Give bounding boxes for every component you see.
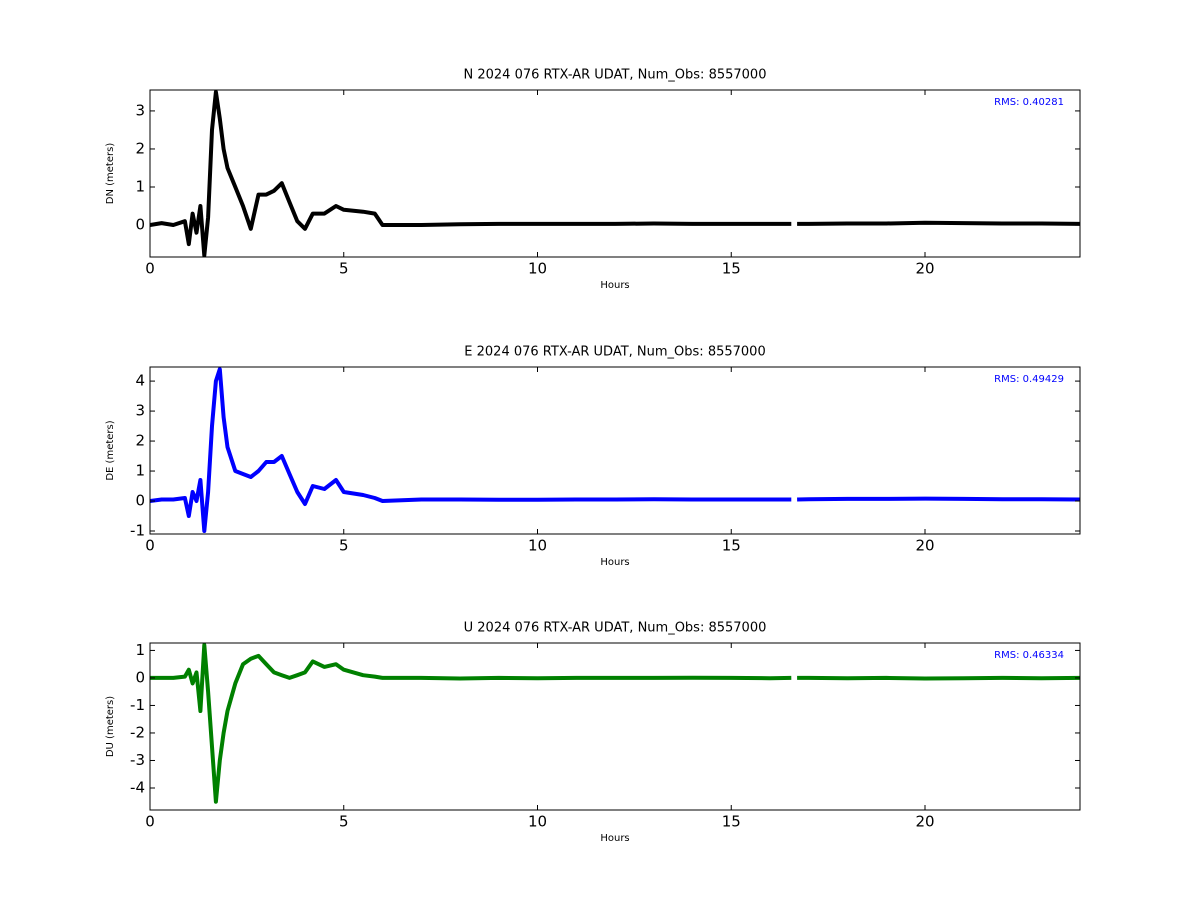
subplot-title: E 2024 076 RTX-AR UDAT, Num_Obs: 8557000 [464, 345, 765, 360]
x-tick-label: 5 [339, 537, 349, 555]
x-tick-label: 20 [915, 537, 934, 555]
y-tick-label: 2 [135, 432, 145, 450]
x-tick-label: 10 [528, 813, 547, 831]
y-tick-label: 1 [135, 641, 145, 659]
y-axis-label: DN (meters) [105, 143, 116, 205]
subplot-title: N 2024 076 RTX-AR UDAT, Num_Obs: 8557000 [464, 68, 767, 83]
y-tick-label: 0 [135, 668, 145, 686]
x-tick-label: 15 [722, 537, 741, 555]
plot-frame [149, 89, 1081, 258]
x-axis-label: Hours [600, 833, 629, 844]
data-line [150, 90, 1080, 257]
rms-annotation: RMS: 0.40281 [994, 97, 1064, 108]
y-tick-label: -3 [130, 751, 145, 769]
x-tick-label: 20 [915, 813, 934, 831]
x-tick-label: 10 [528, 537, 547, 555]
y-axis-label: DU (meters) [105, 696, 116, 757]
x-axis-label: Hours [600, 280, 629, 291]
y-tick-label: -2 [130, 723, 145, 741]
y-tick-label: -1 [130, 522, 145, 540]
y-tick-label: 2 [135, 139, 145, 157]
y-tick-label: 4 [135, 372, 145, 390]
x-tick-label: 0 [145, 537, 155, 555]
y-tick-label: -4 [130, 778, 145, 796]
x-tick-label: 0 [145, 260, 155, 278]
y-tick-label: 3 [135, 101, 145, 119]
y-tick-label: 0 [135, 492, 145, 510]
x-tick-label: 15 [722, 813, 741, 831]
x-tick-label: 5 [339, 813, 349, 831]
x-tick-label: 10 [528, 260, 547, 278]
y-tick-label: -1 [130, 696, 145, 714]
data-line [150, 643, 1080, 804]
rms-annotation: RMS: 0.49429 [994, 374, 1064, 385]
x-tick-label: 5 [339, 260, 349, 278]
y-tick-label: 1 [135, 178, 145, 196]
y-tick-label: 3 [135, 402, 145, 420]
plot-frame [149, 642, 1081, 811]
x-tick-label: 15 [722, 260, 741, 278]
subplot-title: U 2024 076 RTX-AR UDAT, Num_Obs: 8557000 [464, 621, 767, 636]
y-axis-label: DE (meters) [105, 420, 116, 480]
plot-frame [149, 366, 1081, 535]
data-line [150, 367, 1080, 533]
x-axis-label: Hours [600, 557, 629, 568]
x-tick-label: 20 [915, 260, 934, 278]
x-tick-label: 0 [145, 813, 155, 831]
y-tick-label: 0 [135, 216, 145, 234]
y-tick-label: 1 [135, 462, 145, 480]
rms-annotation: RMS: 0.46334 [994, 650, 1064, 661]
